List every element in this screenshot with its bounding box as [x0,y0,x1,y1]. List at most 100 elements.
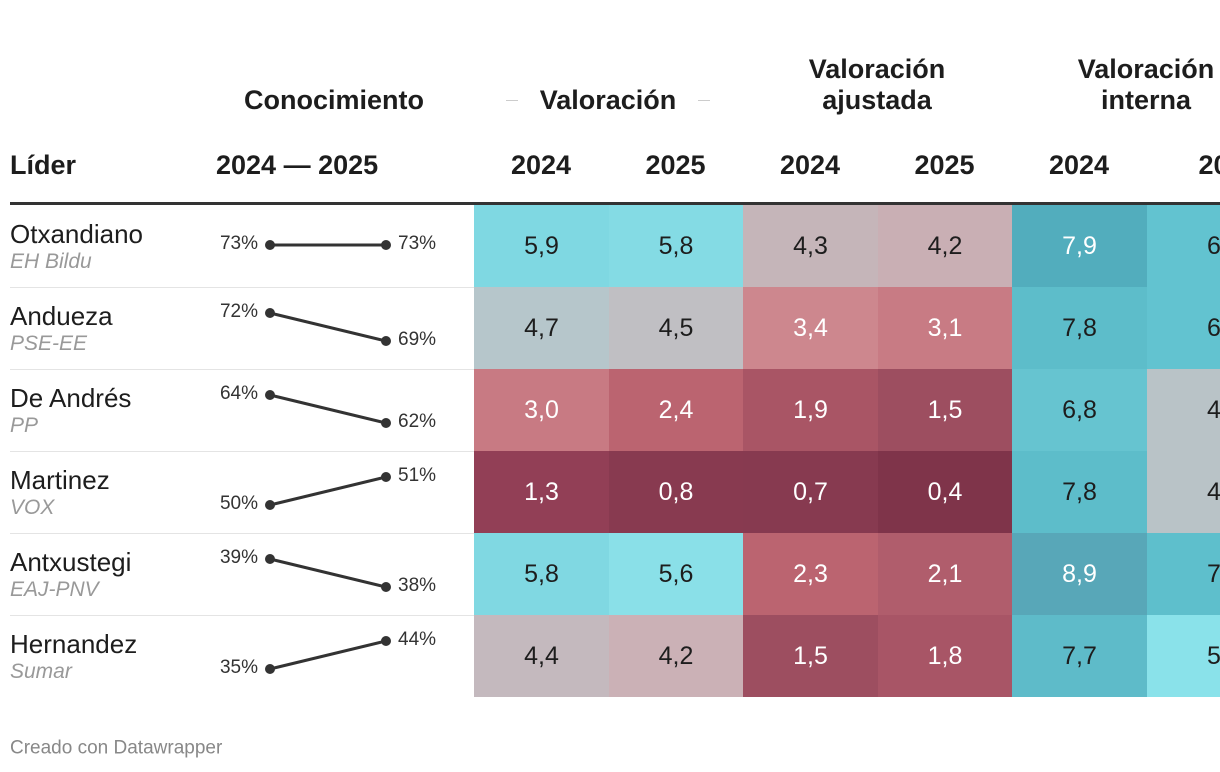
heat-cell: 5,8 [474,533,609,615]
heat-cell: 7 [1146,533,1220,615]
slope-label: 64% [220,383,258,404]
leader-name: De Andrés [10,383,132,413]
heat-cell: 5,9 [474,205,609,287]
slope-dot [265,308,275,318]
heat-cell: 4 [1146,369,1220,451]
leader-name: Antxustegi [10,547,132,577]
row-divider [10,533,474,534]
slope-dot [381,336,391,346]
slope-label: 38% [398,575,436,596]
heat-cell: 4 [1146,451,1220,533]
group-dash [506,100,518,101]
year-header: 2024 [779,150,841,180]
slope-label: 51% [398,465,436,486]
heat-cell: 4,4 [474,615,609,697]
heat-cell: 6,8 [1012,369,1147,451]
heat-cell: 7,8 [1012,287,1147,369]
heat-cell: 3,4 [743,287,878,369]
group-header: Valoración interna [1077,54,1215,115]
heat-cell: 1,9 [743,369,878,451]
knowledge-header: Conocimiento [244,85,424,115]
heat-cell: 4,2 [877,205,1013,287]
heat-cell: 6 [1146,205,1220,287]
heat-cell: 3,0 [474,369,609,451]
slope-label: 73% [220,233,258,254]
leader-header: Líder [10,150,77,180]
slope-dot [381,582,391,592]
row-divider [10,451,474,452]
heat-cell: 7,8 [1012,451,1147,533]
heat-cell: 1,5 [877,369,1013,451]
heat-cell: 7,7 [1012,615,1147,697]
slope-dot [265,664,275,674]
leader-name: Otxandiano [10,219,143,249]
slope-dot [381,472,391,482]
group-dash [698,100,710,101]
heat-cell: 6 [1146,287,1220,369]
year-header: 2025 [645,150,706,180]
heat-cell: 0,4 [877,451,1013,533]
slope-label: 72% [220,301,258,322]
slope-label: 50% [220,493,258,514]
heat-cell: 5,6 [608,533,744,615]
heat-cell: 2,4 [608,369,744,451]
slope-line [269,475,387,507]
heat-cell: 7,9 [1012,205,1147,287]
slope-label: 39% [220,547,258,568]
slope-line [269,639,387,671]
party-name: VOX [10,496,55,519]
knowledge-years: 2024 — 2025 [216,150,379,180]
slope-line [269,311,387,343]
group-header: Valoración [539,85,677,115]
heat-cell: 1,3 [474,451,609,533]
slope-dot [381,240,391,250]
slope-label: 73% [398,233,436,254]
slope-label: 35% [220,657,258,678]
year-header: 2025 [914,150,975,180]
slope-line [269,393,387,425]
heat-cell: 1,8 [877,615,1013,697]
party-name: PP [10,414,39,437]
heat-cell: 3,1 [877,287,1013,369]
slope-dot [265,390,275,400]
heat-cell: 4,2 [608,615,744,697]
group-header: Valoración ajustada [808,54,946,115]
heat-cell: 4,5 [608,287,744,369]
slope-line [269,557,387,589]
row-divider [10,287,474,288]
heat-cell: 0,7 [743,451,878,533]
leader-name: Martinez [10,465,110,495]
slope-dot [265,554,275,564]
heat-cell: 0,8 [608,451,744,533]
slope-label: 44% [398,629,436,650]
party-name: Sumar [10,660,72,683]
row-divider [10,369,474,370]
heat-cell: 1,5 [743,615,878,697]
slope-dot [381,636,391,646]
footer: Creado con Datawrapper [10,737,223,759]
leader-name: Hernandez [10,629,138,659]
heat-cell: 2,3 [743,533,878,615]
slope-label: 69% [398,329,436,350]
party-name: PSE-EE [10,332,88,355]
slope-dot [265,500,275,510]
slope-dot [265,240,275,250]
leader-name: Andueza [10,301,113,331]
year-header: 20 [1198,150,1220,180]
header-rule [10,202,1220,205]
slope-label: 62% [398,411,436,432]
party-name: EAJ-PNV [10,578,99,601]
slope-dot [381,418,391,428]
year-header: 2024 [1048,150,1110,180]
heat-cell: 8,9 [1012,533,1147,615]
heat-cell: 4,3 [743,205,878,287]
heat-cell: 5 [1146,615,1220,697]
heat-cell: 5,8 [608,205,744,287]
year-header: 2024 [510,150,572,180]
heat-cell: 2,1 [877,533,1013,615]
row-divider [10,615,474,616]
heat-cell: 4,7 [474,287,609,369]
party-name: EH Bildu [10,250,92,273]
